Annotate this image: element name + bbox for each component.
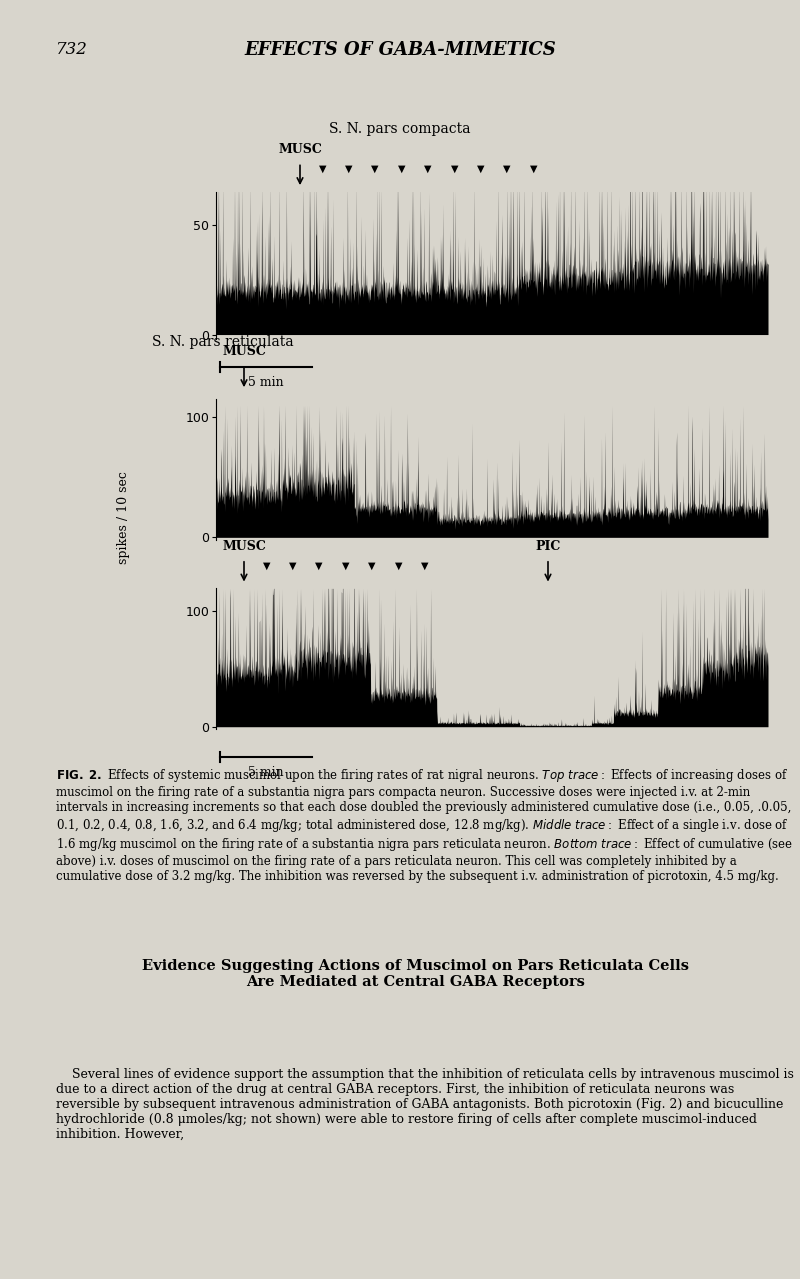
Text: Evidence Suggesting Actions of Muscimol on Pars Reticulata Cells
Are Mediated at: Evidence Suggesting Actions of Muscimol … bbox=[142, 959, 690, 990]
Text: 5 min: 5 min bbox=[248, 376, 284, 389]
Text: ▼: ▼ bbox=[394, 560, 402, 570]
Text: 732: 732 bbox=[56, 41, 88, 58]
Text: ▼: ▼ bbox=[530, 164, 538, 174]
Text: EFFECTS OF GABA-MIMETICS: EFFECTS OF GABA-MIMETICS bbox=[244, 41, 556, 59]
Text: ▼: ▼ bbox=[398, 164, 406, 174]
Text: spikes / 10 sec: spikes / 10 sec bbox=[118, 472, 130, 564]
Text: ▼: ▼ bbox=[318, 164, 326, 174]
Text: ▼: ▼ bbox=[368, 560, 376, 570]
Text: ▼: ▼ bbox=[424, 164, 432, 174]
Text: ▼: ▼ bbox=[289, 560, 297, 570]
Text: MUSC: MUSC bbox=[222, 345, 266, 358]
Text: ▼: ▼ bbox=[450, 164, 458, 174]
Text: ▼: ▼ bbox=[342, 560, 350, 570]
Text: $\bf{FIG.\ 2.}$ Effects of systemic muscimol upon the firing rates of rat nigral: $\bf{FIG.\ 2.}$ Effects of systemic musc… bbox=[56, 767, 793, 884]
Text: ▼: ▼ bbox=[477, 164, 485, 174]
Text: ▼: ▼ bbox=[345, 164, 353, 174]
Text: ▼: ▼ bbox=[262, 560, 270, 570]
Text: ▼: ▼ bbox=[371, 164, 379, 174]
Text: MUSC: MUSC bbox=[222, 540, 266, 553]
Text: S. N. pars compacta: S. N. pars compacta bbox=[330, 122, 470, 136]
Text: PIC: PIC bbox=[535, 540, 561, 553]
Text: 5 min: 5 min bbox=[248, 766, 284, 779]
Text: Several lines of evidence support the assumption that the inhibition of reticula: Several lines of evidence support the as… bbox=[56, 1068, 794, 1141]
Text: ▼: ▼ bbox=[503, 164, 511, 174]
Text: ▼: ▼ bbox=[315, 560, 323, 570]
Text: S. N. pars reticulata: S. N. pars reticulata bbox=[152, 335, 294, 349]
Text: MUSC: MUSC bbox=[278, 143, 322, 156]
Text: ▼: ▼ bbox=[421, 560, 429, 570]
